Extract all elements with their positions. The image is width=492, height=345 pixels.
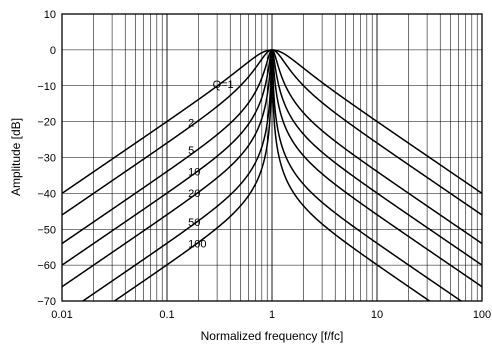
x-tick-label: 10	[371, 309, 383, 321]
curve-label-q10: 10	[188, 167, 200, 179]
y-axis-label: Amplitude [dB]	[9, 118, 23, 196]
curve-label-q5: 5	[188, 145, 194, 157]
curves	[62, 47, 482, 301]
curve-label-q50: 50	[188, 217, 200, 229]
curve-label-q2: 2	[188, 118, 194, 130]
y-tick-label: −20	[37, 117, 56, 129]
curve-label-q100: 100	[188, 238, 206, 250]
labels: 100−10−20−30−40−50−60−700.01 0.1 1 10 100Q=1…	[37, 9, 491, 321]
y-tick-label: −10	[37, 81, 56, 93]
x-tick-label: 1	[269, 309, 275, 321]
plot-frame	[61, 13, 483, 302]
curve-label-q1: Q=1	[213, 79, 234, 91]
y-tick-label: −40	[37, 188, 56, 200]
x-tick-label: 0.01	[51, 309, 72, 321]
x-tick-label: 100	[473, 309, 491, 321]
y-tick-label: −30	[37, 153, 56, 165]
y-tick-label: −70	[37, 296, 56, 308]
y-tick-label: −50	[37, 224, 56, 236]
curve-q100	[113, 49, 431, 301]
y-tick-label: 0	[50, 45, 56, 57]
y-tick-label: 10	[44, 9, 56, 21]
curve-label-q20: 20	[188, 188, 200, 200]
x-tick-label: 0.1	[159, 309, 174, 321]
x-axis-label: Normalized frequency [f/fc]	[201, 329, 344, 343]
y-tick-label: −60	[37, 260, 56, 272]
